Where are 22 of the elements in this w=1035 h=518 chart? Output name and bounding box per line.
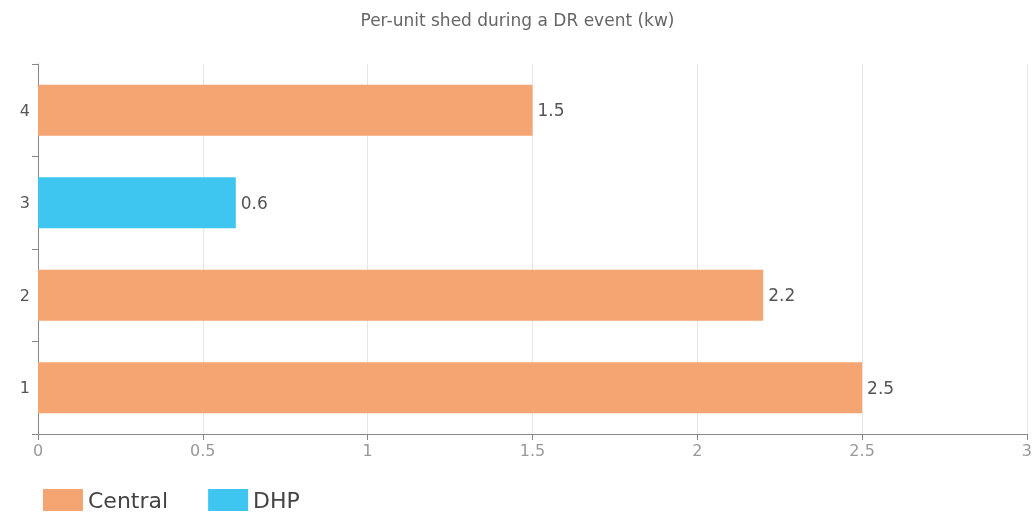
bar bbox=[38, 177, 236, 229]
y-tick-label: 2 bbox=[19, 285, 30, 305]
data-label: 2.2 bbox=[768, 285, 796, 306]
x-tick-label: 0.5 bbox=[190, 440, 216, 460]
legend-label: DHP bbox=[253, 487, 300, 513]
data-label: 1.5 bbox=[537, 100, 565, 121]
x-tick-label: 0 bbox=[32, 440, 44, 460]
data-label: 0.6 bbox=[240, 192, 268, 213]
data-label: 2.5 bbox=[867, 377, 895, 398]
y-tick-label: 1 bbox=[19, 378, 30, 398]
y-tick-label: 4 bbox=[19, 100, 30, 120]
x-tick-label: 1 bbox=[362, 440, 373, 460]
x-tick-label: 2 bbox=[692, 440, 703, 460]
legend-label: Central bbox=[88, 487, 169, 513]
chart-title: Per-unit shed during a DR event (kw) bbox=[360, 9, 675, 30]
bar bbox=[38, 269, 764, 321]
x-tick-label: 3 bbox=[1021, 440, 1032, 460]
x-tick-label: 1.5 bbox=[519, 440, 546, 460]
bar bbox=[38, 362, 863, 414]
x-tick-label: 2.5 bbox=[849, 440, 875, 460]
bar bbox=[38, 84, 533, 136]
y-tick-label: 3 bbox=[19, 193, 30, 213]
